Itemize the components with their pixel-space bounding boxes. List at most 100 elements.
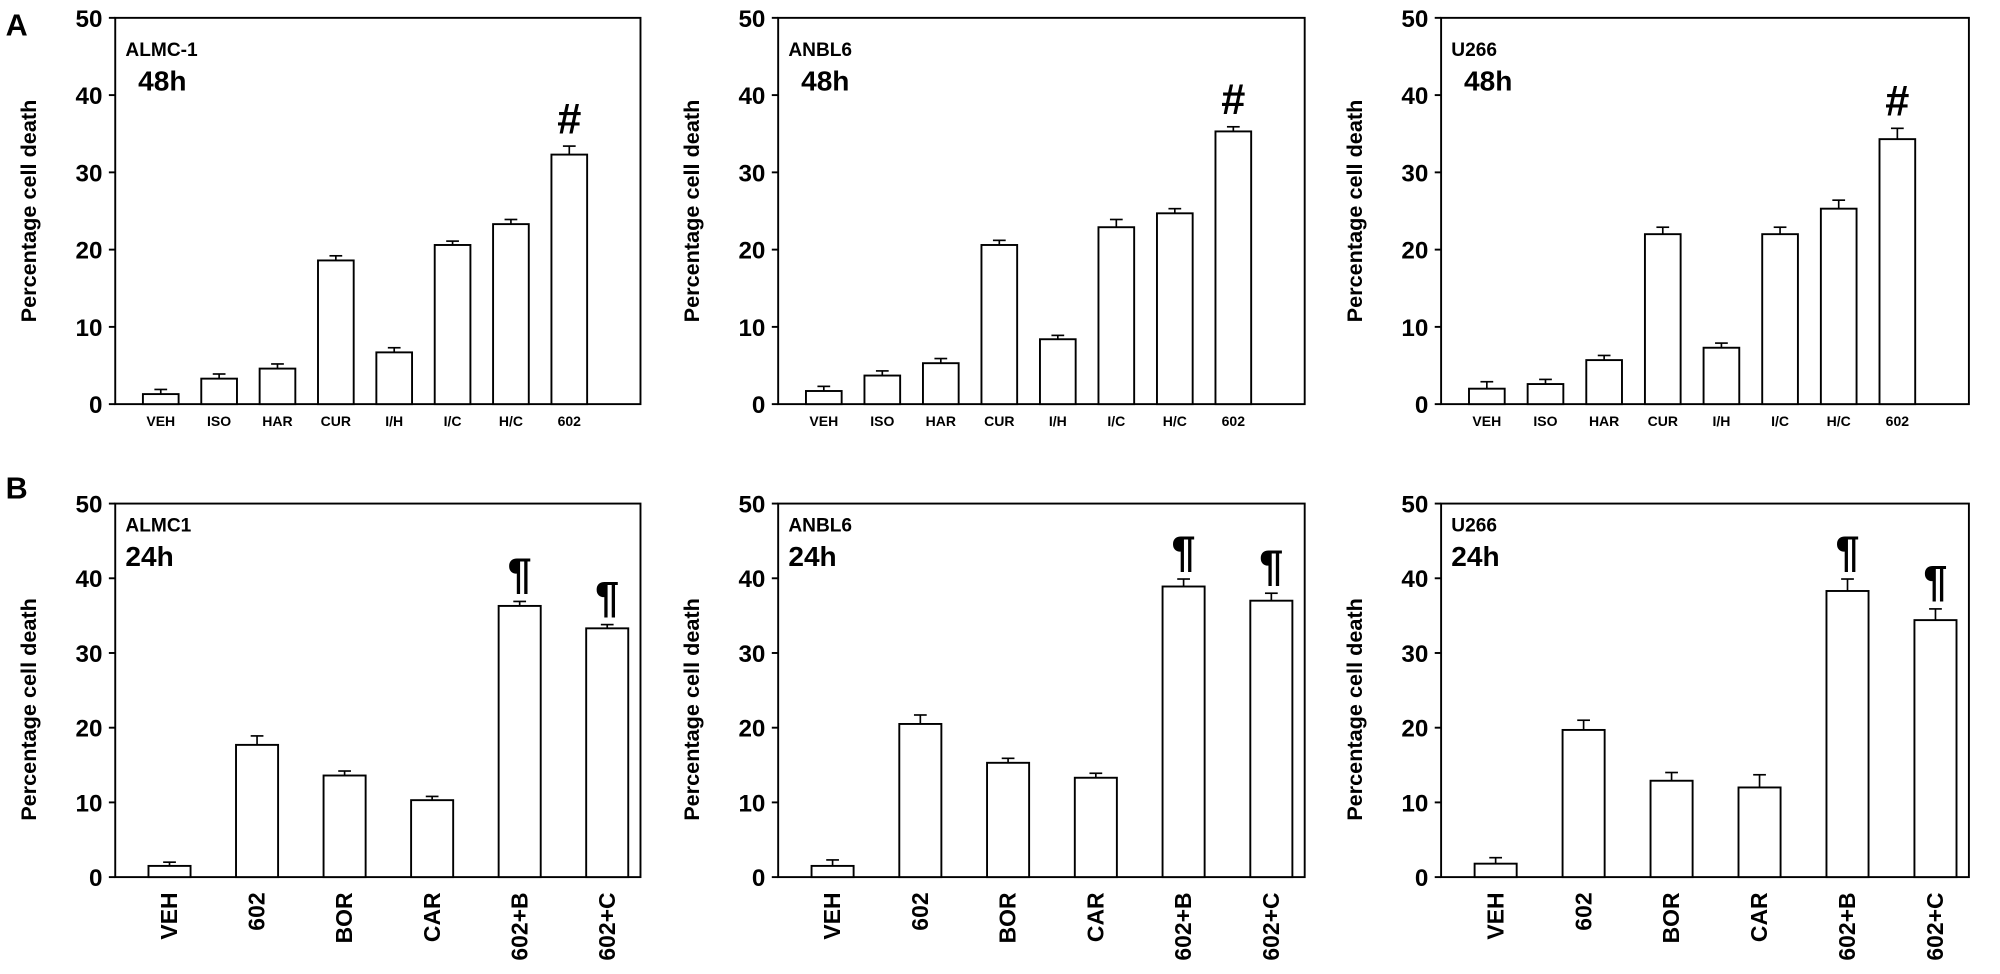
bar-602+C [585, 627, 630, 879]
y-tick-label: 20 [738, 238, 765, 265]
y-tick-label: 10 [1401, 790, 1428, 817]
bar-CUR [317, 259, 355, 406]
bar-VEH [147, 864, 192, 879]
y-tick-label: 50 [1401, 6, 1428, 33]
x-tick-label: H/C [1827, 413, 1851, 429]
bar-H/C [1819, 207, 1858, 406]
bar-VEH [810, 864, 855, 879]
x-tick-label: CAR [419, 892, 445, 942]
bar-602 [1878, 138, 1917, 406]
significance-marker: ¶ [508, 551, 532, 599]
x-tick-label: HAR [1589, 413, 1619, 429]
y-axis-label: Percentage cell death [1342, 598, 1367, 821]
cell-line-label: ALMC1 [125, 516, 191, 537]
chart-panel-3: 0 10 20 30 40 50 Percentage cell death U266 48h V… [1342, 6, 1970, 429]
bar-I/H [1702, 346, 1741, 406]
significance-marker: ¶ [1835, 528, 1859, 576]
time-label: 24h [788, 541, 836, 572]
bar-ISO [200, 377, 238, 406]
y-tick-label: 40 [738, 566, 765, 593]
y-tick-label: 10 [738, 790, 765, 817]
bar-BOR [322, 774, 367, 879]
y-axis-label: Percentage cell death [16, 598, 41, 821]
significance-marker: # [557, 95, 581, 143]
y-tick-label: 50 [1401, 491, 1428, 518]
y-tick-label: 50 [76, 6, 103, 33]
bar-602 [1214, 130, 1253, 406]
bar-ISO [863, 374, 902, 406]
y-axis-label: Percentage cell death [1342, 100, 1367, 323]
bar-CAR [1737, 786, 1782, 879]
bar-I/C [1761, 233, 1799, 406]
x-tick-label: BOR [995, 892, 1021, 943]
y-tick-label: 30 [1401, 641, 1428, 668]
bar-602+C [1249, 599, 1294, 879]
significance-marker: ¶ [1172, 528, 1196, 576]
bar-CUR [1643, 233, 1682, 406]
significance-marker: ¶ [1259, 542, 1283, 590]
y-tick-label: 10 [1401, 315, 1428, 342]
x-tick-label: CAR [1082, 892, 1108, 942]
x-tick-label: CAR [1746, 892, 1772, 942]
x-tick-label: CUR [984, 413, 1014, 429]
plot-frame [777, 502, 1306, 879]
x-tick-label: VEH [1472, 413, 1501, 429]
x-tick-label: CUR [321, 413, 351, 429]
x-tick-label: CUR [1648, 413, 1678, 429]
bar-602 [235, 743, 280, 879]
x-tick-label: I/H [1712, 413, 1730, 429]
y-axis-label: Percentage cell death [679, 100, 704, 323]
y-tick-label: 40 [738, 83, 765, 110]
y-tick-label: 0 [752, 392, 765, 419]
panel-letter: A [6, 9, 28, 43]
x-tick-label: 602+C [1258, 892, 1284, 960]
bar-CUR [980, 244, 1019, 406]
y-axis-label: Percentage cell death [16, 100, 41, 323]
x-tick-label: I/H [1049, 413, 1067, 429]
y-tick-label: 20 [1401, 716, 1428, 743]
bar-I/H [1039, 338, 1077, 406]
chart-panel-2: 0 10 20 30 40 50 Percentage cell death ANBL6 48h… [679, 6, 1306, 429]
y-tick-label: 20 [76, 238, 103, 265]
bar-VEH [141, 393, 180, 406]
chart-panel-5: 0 10 20 30 40 50 Percentage cell death ANBL6 24h… [679, 491, 1306, 961]
x-tick-label: VEH [156, 892, 182, 939]
x-tick-label: 602+B [1170, 892, 1196, 960]
x-tick-label: I/C [1771, 413, 1789, 429]
y-tick-label: 40 [1401, 83, 1428, 110]
x-tick-label: BOR [331, 892, 357, 943]
y-tick-label: 20 [738, 716, 765, 743]
significance-marker: # [1221, 76, 1245, 124]
bar-VEH [1473, 862, 1518, 879]
bar-602 [550, 153, 589, 406]
cell-line-label: ANBL6 [788, 516, 852, 537]
x-tick-label: VEH [146, 413, 175, 429]
cell-line-label: ANBL6 [788, 40, 852, 61]
bar-602+B [497, 604, 542, 879]
bar-VEH [805, 390, 843, 406]
cell-line-label: ALMC-1 [125, 40, 198, 61]
y-tick-label: 20 [76, 716, 103, 743]
y-tick-label: 30 [76, 641, 103, 668]
time-label: 48h [138, 66, 186, 97]
bar-602 [898, 723, 943, 879]
y-tick-label: 10 [76, 790, 103, 817]
x-tick-label: HAR [262, 413, 292, 429]
y-tick-label: 0 [752, 865, 765, 892]
y-tick-label: 10 [76, 315, 103, 342]
x-tick-label: H/C [1163, 413, 1187, 429]
y-tick-label: 20 [1401, 238, 1428, 265]
significance-marker: ¶ [595, 574, 619, 622]
y-tick-label: 50 [738, 491, 765, 518]
x-tick-label: H/C [499, 413, 523, 429]
significance-marker: # [1885, 78, 1909, 126]
bar-I/C [1097, 226, 1136, 406]
significance-marker: ¶ [1923, 558, 1947, 606]
y-tick-label: 0 [89, 865, 102, 892]
time-label: 24h [1451, 541, 1499, 572]
bar-HAR [258, 367, 297, 406]
bar-I/H [375, 351, 414, 406]
y-tick-label: 40 [76, 566, 103, 593]
plot-frame [1440, 502, 1970, 879]
x-tick-label: VEH [1482, 892, 1508, 939]
